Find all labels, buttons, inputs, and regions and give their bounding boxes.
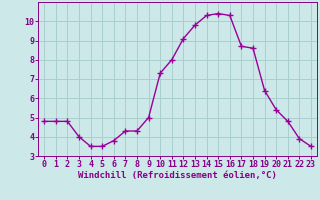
- X-axis label: Windchill (Refroidissement éolien,°C): Windchill (Refroidissement éolien,°C): [78, 171, 277, 180]
